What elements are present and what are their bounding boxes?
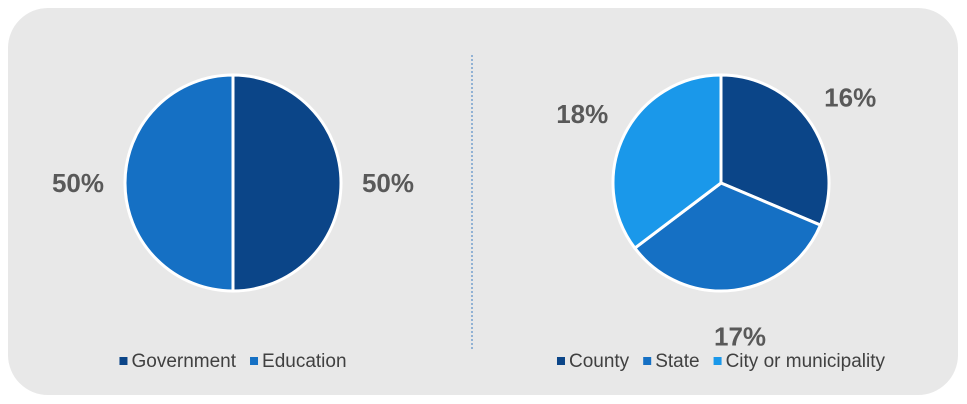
legend-swatch (713, 357, 722, 365)
value-label: 18% (556, 99, 608, 129)
value-label: 50% (52, 168, 104, 198)
pie-slice (719, 73, 831, 228)
pie-slice (611, 73, 723, 251)
value-label: 50% (362, 168, 414, 198)
pie-slice (123, 73, 235, 293)
value-label: 17% (714, 322, 766, 352)
legend-label: Education (262, 351, 347, 372)
legend-label: State (655, 351, 699, 372)
legend-swatch (119, 357, 128, 365)
value-label: 16% (824, 82, 876, 112)
pie-slice (231, 73, 343, 293)
legend-label: County (569, 351, 630, 372)
legend-swatch (643, 357, 652, 365)
legend-swatch (250, 357, 259, 365)
legend-label: Government (131, 351, 236, 372)
pie-slice (632, 181, 823, 293)
legend-swatch (556, 357, 565, 365)
legend-label: City or municipality (726, 351, 886, 372)
